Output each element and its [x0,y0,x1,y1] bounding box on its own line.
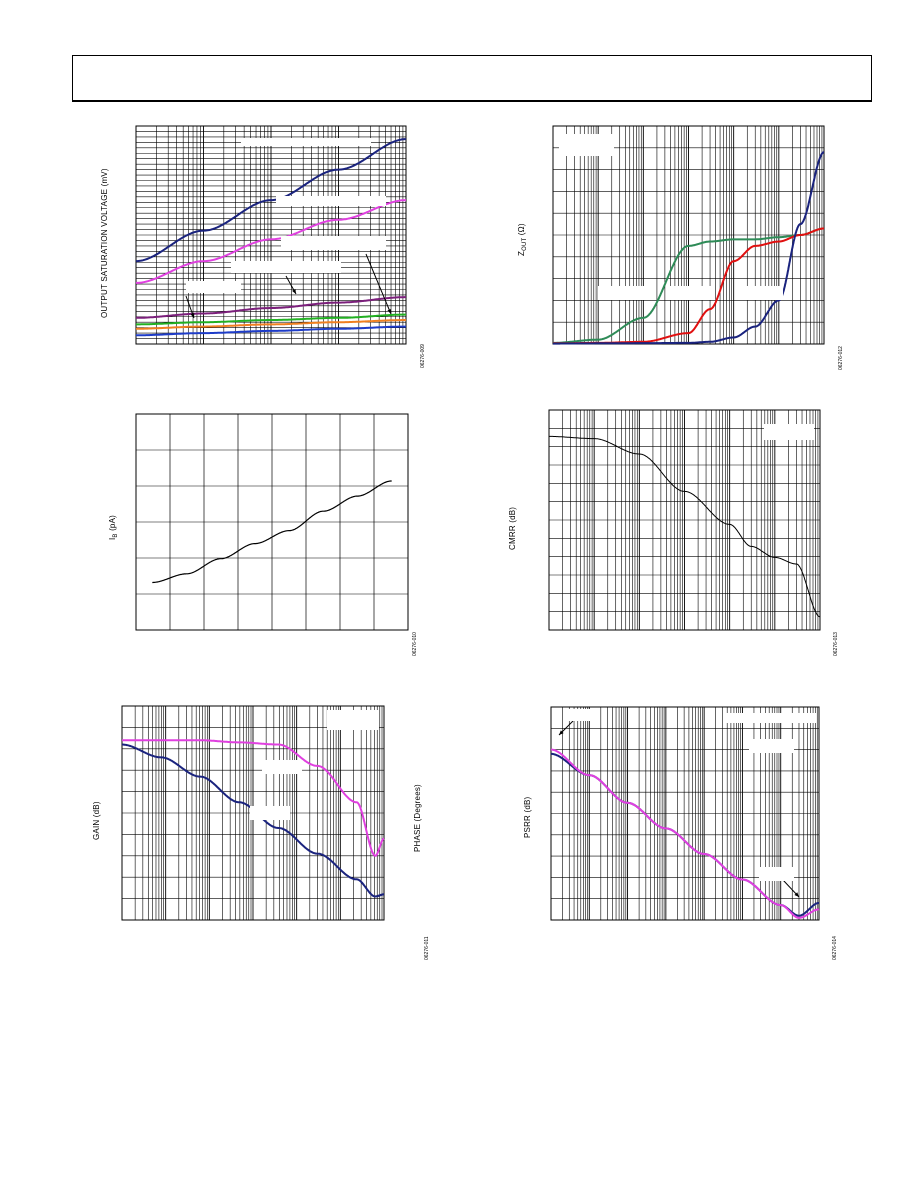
cmrr-y-axis-label: CMRR (dB) [508,506,517,550]
zout-ylabel-tail: (Ω) [517,223,526,238]
ib-frame [135,413,409,631]
sat-y-axis-label: OUTPUT SATURATION VOLTAGE (mV) [100,168,109,318]
zout-figure-code: 06276-012 [838,346,844,370]
zout-y-axis-label: ZOUT (Ω) [517,223,528,256]
chart-psrr [550,706,820,921]
chart-zout [552,125,825,345]
psrr-y-axis-label: PSRR (dB) [523,796,532,838]
chart-cmrr-svg [548,409,821,631]
zout-series-2 [553,151,825,345]
ib-y-axis-label: IB (pA) [108,515,119,540]
chart-ib [135,413,409,631]
sat-series-5 [136,325,406,337]
gain-figure-code: 06276-011 [424,936,430,960]
cmrr-grid [548,410,820,630]
sat-series-1 [135,199,406,284]
sat-series-0 [135,138,406,263]
annotation-arrowhead [292,289,296,294]
chart-cmrr [548,409,821,631]
gain-series-0 [122,743,384,898]
page-header-box [72,55,872,102]
ib-ylabel-tail: (pA) [108,515,117,534]
annotation-arrow [365,253,392,315]
sat-frame [135,125,407,345]
zout-ylabel-main: Z [517,250,526,256]
annotation-arrowhead [794,892,799,897]
cmrr-series-0 [549,435,820,618]
sat-series-3 [136,313,406,326]
ib-ylabel-sub: B [113,533,119,538]
cmrr-frame [548,409,821,631]
ib-figure-code: 06276-010 [412,632,418,656]
chart-gain-phase [121,705,385,921]
cmrr-figure-code: 06276-013 [833,632,839,656]
sat-figure-code: 06276-009 [420,344,426,368]
psrr-frame [550,706,820,921]
phase-y-axis-label: PHASE (Degrees) [413,784,422,852]
psrr-figure-code: 06276-014 [832,936,838,960]
ib-series-0 [152,480,392,584]
chart-output-saturation [135,125,407,345]
gain-series-1 [122,739,385,857]
chart-gain-phase-svg [121,705,385,921]
zout-grid [552,126,824,344]
gain-y-axis-label: GAIN (dB) [92,801,101,840]
chart-ib-svg [135,413,409,631]
annotation-arrowhead [190,313,195,318]
annotation-arrowhead [387,309,392,314]
chart-output-saturation-svg [135,125,407,345]
sat-series-2 [136,296,406,319]
sat-series-4 [136,319,406,330]
zout-frame [552,125,825,345]
chart-zout-svg [552,125,825,345]
zout-ylabel-sub: OUT [522,237,528,251]
gain-frame [121,705,385,921]
psrr-series-1 [551,748,820,919]
zout-series-0 [553,227,824,344]
ib-grid [136,414,408,630]
gain-grid [121,706,384,920]
annotation-arrowhead [559,730,564,735]
